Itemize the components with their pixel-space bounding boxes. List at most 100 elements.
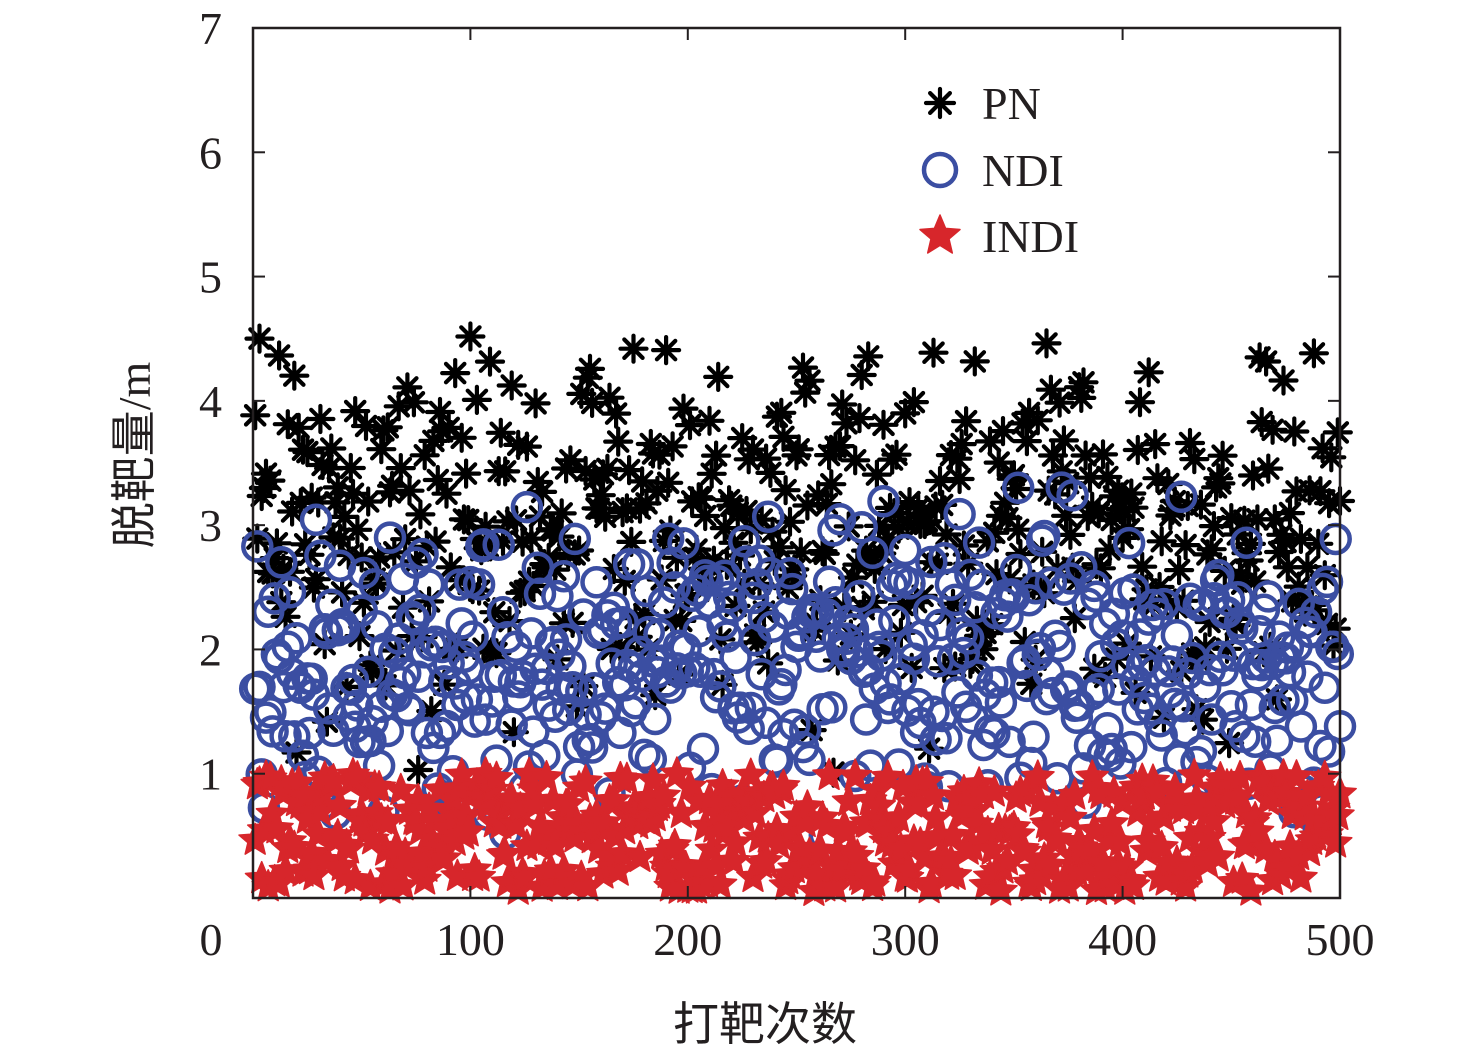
pn-point (422, 464, 453, 496)
ndi-point (393, 694, 426, 727)
pn-point (316, 433, 347, 464)
pn-point (335, 452, 366, 484)
pn-point (1124, 387, 1156, 418)
pn-point (794, 365, 825, 396)
indi-point (462, 859, 497, 892)
indi-point (1196, 803, 1231, 837)
pn-point (474, 346, 506, 377)
ndi-point (432, 647, 465, 680)
ndi-point (1284, 710, 1318, 743)
ndi-point (258, 582, 291, 615)
ndi-point (999, 553, 1033, 587)
pn-point (398, 387, 429, 418)
ndi-point (1282, 587, 1315, 621)
ndi-point (719, 641, 752, 675)
pn-point (840, 445, 871, 476)
ndi-point (278, 720, 311, 753)
ndi-point (265, 546, 298, 579)
pn-point (1035, 374, 1067, 405)
ndi-point (273, 576, 307, 609)
pn-point (603, 426, 634, 457)
ndi-point (1060, 701, 1094, 735)
ndi-point (423, 716, 457, 750)
ndi-point (638, 702, 672, 736)
pn-point (1322, 417, 1353, 448)
pn-point (1205, 468, 1236, 499)
ndi-point (1106, 619, 1139, 652)
ndi-point (751, 500, 785, 533)
pn-point (1298, 338, 1330, 369)
indi-point (703, 867, 738, 900)
pn-point (485, 417, 516, 448)
pn-point (950, 406, 982, 437)
ndi-point (1117, 573, 1150, 606)
pn-point (685, 483, 716, 514)
ndi-point (788, 713, 822, 747)
indi-point (407, 862, 442, 895)
ndi-point (1291, 660, 1324, 693)
pn-point (696, 458, 727, 489)
ndi-point (1115, 730, 1148, 764)
ndi-point (328, 611, 361, 644)
ndi-point (754, 556, 787, 590)
ndi-point (919, 723, 952, 756)
pn-point (1250, 346, 1282, 377)
ndi-point (565, 675, 598, 708)
ndi-point (1188, 670, 1222, 704)
ndi-point (241, 530, 274, 563)
ndi-point (860, 608, 894, 641)
pn-point (1146, 526, 1177, 557)
marks-layer (238, 321, 1357, 906)
ndi-point (930, 721, 963, 755)
pn-point (403, 754, 434, 786)
ndi-point (915, 545, 948, 579)
ndi-point (658, 571, 692, 604)
ndi-point (525, 668, 559, 701)
pn-point (700, 440, 732, 471)
pn-point (898, 387, 930, 418)
ndi-point (1299, 596, 1333, 629)
ndi-point (1258, 691, 1292, 725)
pn-point (959, 346, 990, 377)
ndi-point (575, 731, 609, 764)
ndi-point (515, 617, 548, 650)
ndi-point (580, 566, 613, 599)
pn-point (1000, 473, 1032, 505)
y-tick-label: 4 (199, 376, 222, 427)
ndi-point (993, 725, 1026, 759)
ndi-point (1260, 724, 1294, 758)
pn-point (827, 389, 858, 420)
ndi-point (951, 622, 985, 655)
ndi-point (732, 712, 765, 745)
indi-point (451, 814, 486, 847)
ndi-point (254, 695, 287, 729)
pn-point (279, 360, 310, 391)
ndi-point (804, 640, 837, 673)
ndi-point (371, 714, 405, 748)
pn-point (461, 384, 492, 415)
ndi-point (1221, 581, 1255, 614)
pn-point (690, 500, 721, 532)
pn-point (283, 412, 314, 443)
pn-point (766, 397, 797, 428)
ndi-point (1028, 519, 1061, 553)
ndi-point (923, 608, 957, 642)
pn-point (511, 431, 543, 462)
indi-point (1318, 825, 1353, 858)
pn-point (1127, 551, 1158, 582)
ndi-point (878, 604, 911, 638)
ndi-point (1215, 690, 1248, 723)
ndi-point (1160, 618, 1194, 652)
ndi-point (945, 616, 978, 650)
pn-point (340, 396, 371, 427)
ndi-point (280, 622, 313, 655)
ndi-point (651, 522, 685, 555)
ndi-point (456, 620, 489, 653)
x-tick-label: 0 (200, 914, 223, 965)
ndi-point (547, 559, 581, 593)
pn-point (496, 370, 527, 401)
ndi-point (765, 667, 798, 701)
ndi-point (1162, 743, 1196, 776)
pn-point (618, 333, 649, 364)
ndi-point (828, 634, 861, 668)
